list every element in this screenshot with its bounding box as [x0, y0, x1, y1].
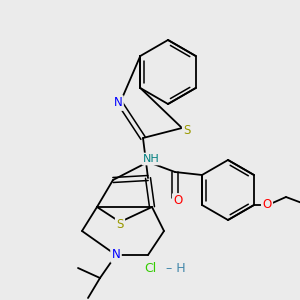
- Text: O: O: [173, 194, 183, 208]
- Text: – H: – H: [162, 262, 186, 275]
- Text: N: N: [112, 248, 120, 262]
- Text: O: O: [262, 197, 272, 211]
- Text: N: N: [114, 97, 122, 110]
- Text: S: S: [116, 218, 124, 230]
- Text: S: S: [183, 124, 191, 136]
- Text: NH: NH: [142, 154, 159, 164]
- Text: Cl: Cl: [144, 262, 156, 275]
